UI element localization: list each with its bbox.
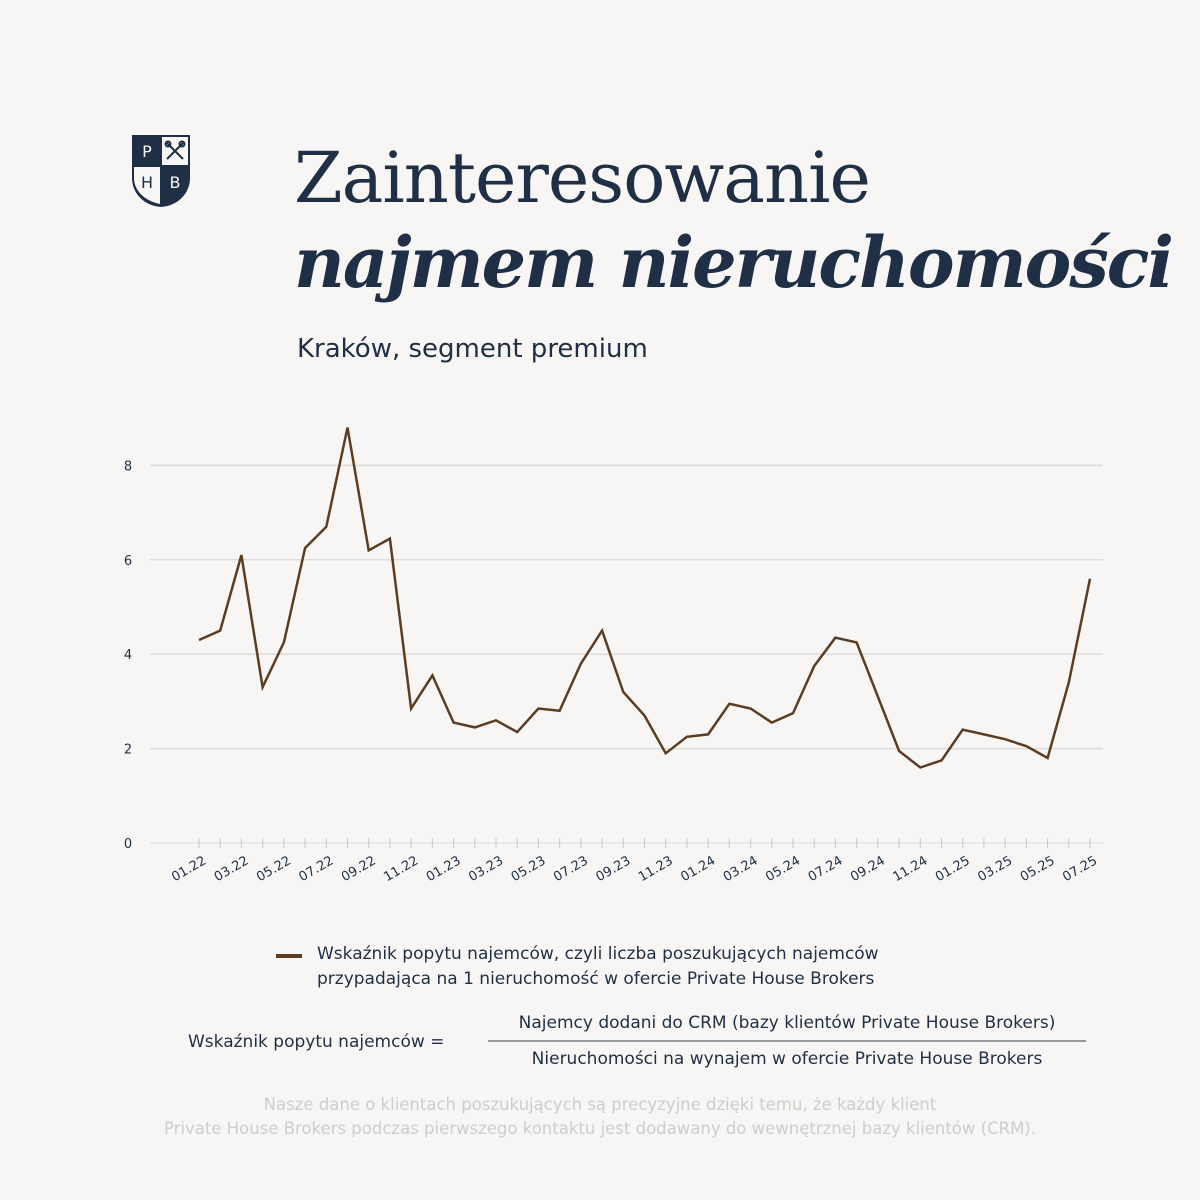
x-tick-label: 09.22 <box>339 853 379 885</box>
chart-grid <box>150 464 1103 844</box>
footnote-line2: Private House Brokers podczas pierwszego… <box>164 1119 1036 1138</box>
y-tick-label: 2 <box>124 743 132 758</box>
x-tick-label: 11.23 <box>636 853 676 885</box>
logo-letter-p: P <box>142 142 152 161</box>
logo-letter-b: B <box>170 173 181 192</box>
x-tick-label: 07.24 <box>806 853 846 885</box>
x-tick-label: 09.24 <box>848 853 888 885</box>
y-axis-ticks: 0 2 4 6 8 <box>124 459 132 852</box>
x-tick-label: 01.25 <box>933 853 973 885</box>
y-tick-label: 8 <box>124 459 132 474</box>
formula-denominator: Nieruchomości na wynajem w ofercie Priva… <box>531 1049 1043 1069</box>
footnote: Nasze dane o klientach poszukujących są … <box>0 1093 1200 1141</box>
x-tick-label: 09.23 <box>594 853 634 885</box>
x-tick-label: 03.22 <box>212 853 252 885</box>
fraction-bar <box>488 1040 1086 1042</box>
x-tick-label: 07.22 <box>297 853 337 885</box>
footnote-line1: Nasze dane o klientach poszukujących są … <box>263 1095 937 1114</box>
page-title-line1: Zainteresowanie <box>294 137 871 219</box>
y-tick-label: 4 <box>124 648 132 663</box>
y-tick-label: 6 <box>124 554 132 569</box>
x-tick-label: 11.24 <box>891 853 931 885</box>
x-tick-label: 01.23 <box>424 853 464 885</box>
legend-label: Wskaźnik popytu najemców, czyli liczba p… <box>317 944 879 989</box>
x-tick-label: 01.24 <box>678 853 718 885</box>
x-tick-label: 01.22 <box>169 853 209 885</box>
crossed-keys-icon <box>164 140 186 160</box>
company-logo: P H B <box>132 135 190 207</box>
x-tick-label: 03.25 <box>975 853 1015 885</box>
x-tick-label: 05.24 <box>763 853 803 885</box>
page-subtitle: Kraków, segment premium <box>297 334 648 364</box>
x-axis-ticks: 01.22 03.22 05.22 07.22 09.22 11.22 01.23 03.23… <box>169 838 1100 885</box>
formula-numerator: Najemcy dodani do CRM (bazy klientów Pri… <box>518 1013 1056 1033</box>
x-tick-label: 05.25 <box>1018 853 1058 885</box>
x-tick-label: 03.24 <box>721 853 761 885</box>
y-tick-label: 0 <box>124 837 132 852</box>
logo-letter-h: H <box>141 173 153 192</box>
x-tick-label: 07.23 <box>551 853 591 885</box>
series-line <box>198 427 1092 769</box>
x-tick-label: 07.25 <box>1060 853 1100 885</box>
x-tick-label: 11.22 <box>381 853 421 885</box>
x-tick-label: 03.23 <box>466 853 506 885</box>
page-title-line2: najmem nieruchomości <box>294 221 1174 304</box>
formula-lhs: Wskaźnik popytu najemców = <box>188 1032 445 1052</box>
x-tick-label: 05.22 <box>254 853 294 885</box>
formula-fraction: Najemcy dodani do CRM (bazy klientów Pri… <box>488 1010 1086 1072</box>
x-tick-label: 05.23 <box>509 853 549 885</box>
legend-swatch <box>276 954 302 958</box>
